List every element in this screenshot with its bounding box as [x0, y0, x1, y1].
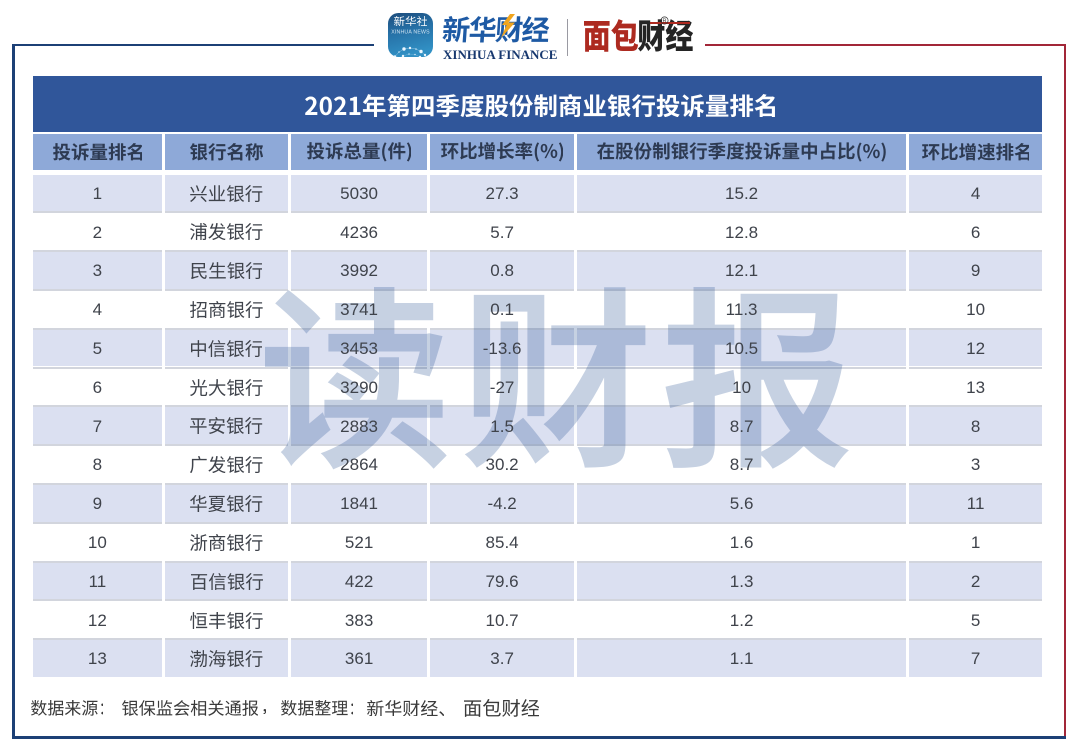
svg-text:R: R [663, 19, 667, 25]
svg-text:XINHUA NEWS: XINHUA NEWS [391, 30, 430, 36]
